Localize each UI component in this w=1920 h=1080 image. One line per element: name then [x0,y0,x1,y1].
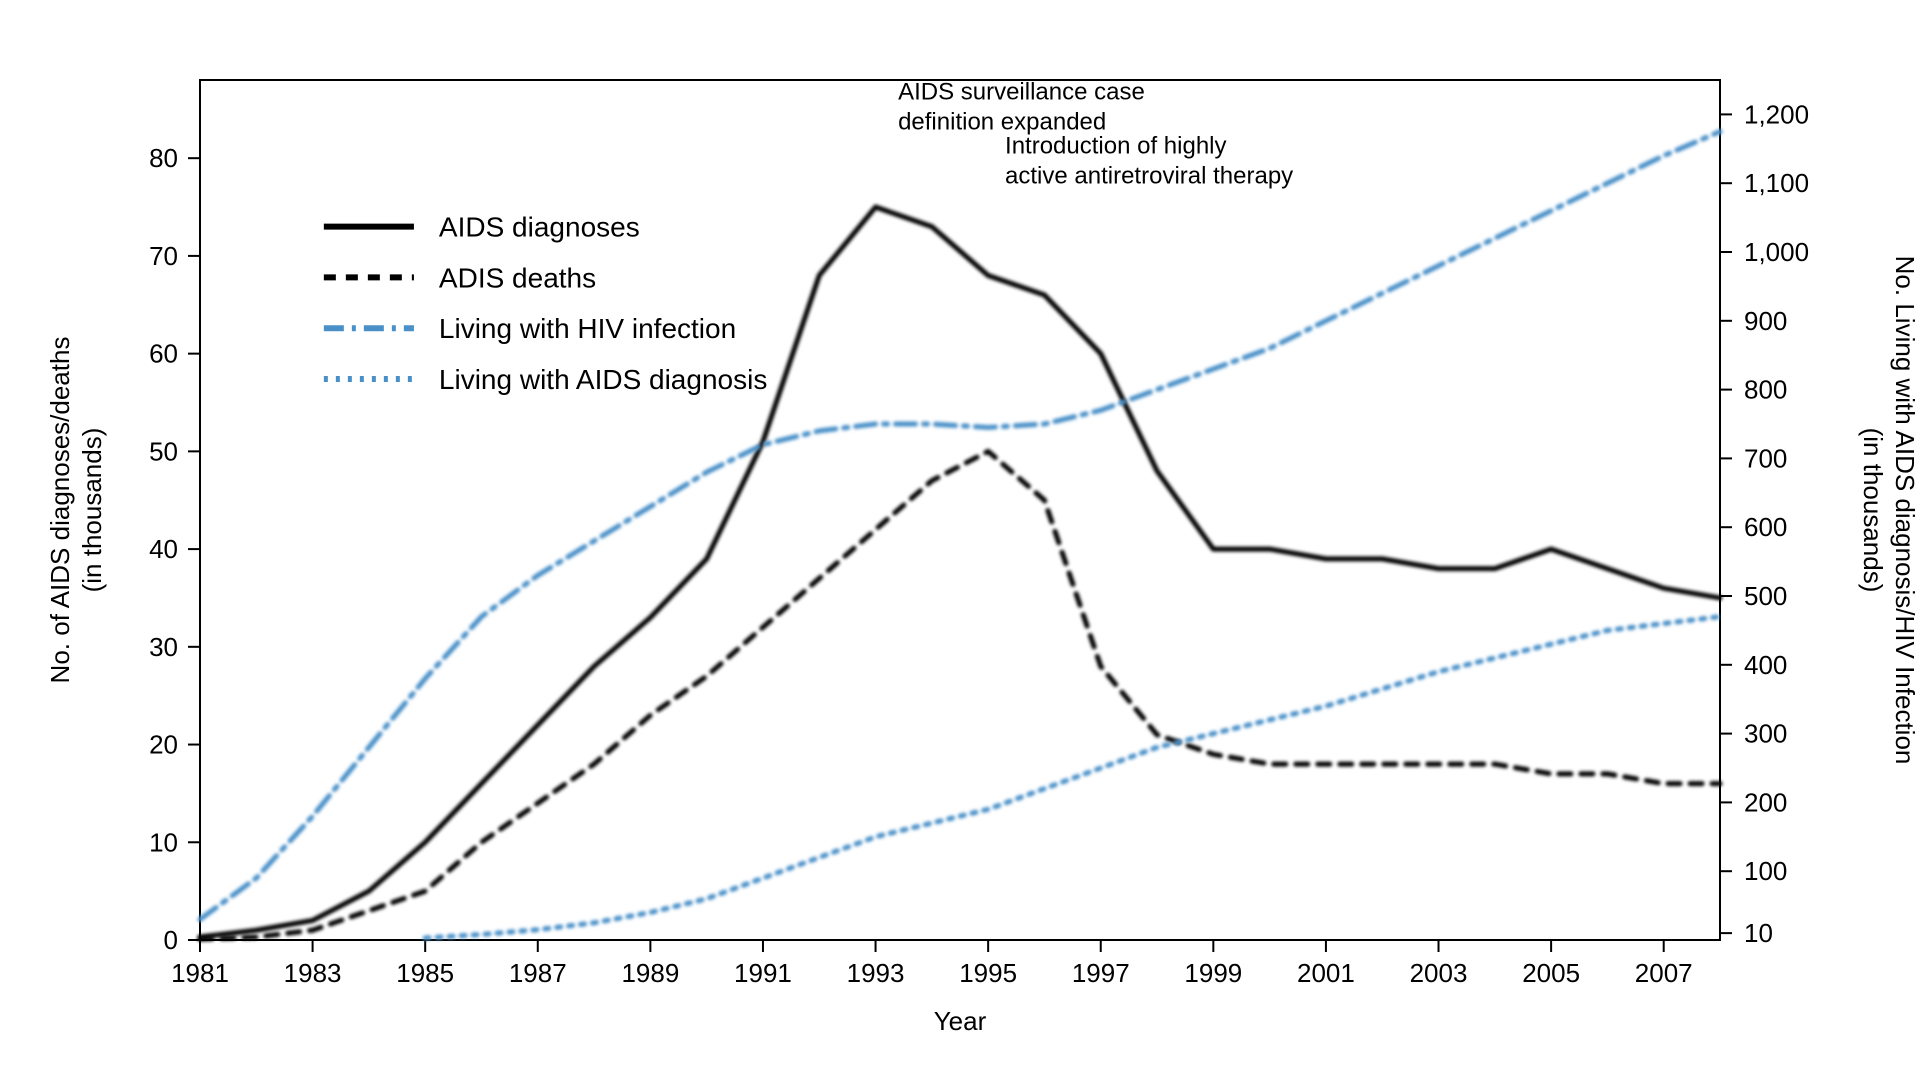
x-tick-label: 1987 [509,958,567,988]
y-right-tick-label: 600 [1744,512,1787,542]
svg-text:(in thousands): (in thousands) [1858,428,1888,593]
x-tick-label: 1989 [621,958,679,988]
y-right-tick-label: 400 [1744,650,1787,680]
legend-label: AIDS diagnoses [439,212,640,243]
x-axis-label: Year [934,1006,987,1036]
chart-container: 1981 1983 1985 1987 1989 1991 1993 1995 1997 1999… [0,0,1920,1080]
x-tick-label: 1981 [171,958,229,988]
x-tick-label: 2005 [1522,958,1580,988]
y-left-tick-label: 30 [149,632,178,662]
y-left-tick-label: 10 [149,827,178,857]
svg-text:(in thousands): (in thousands) [77,428,107,593]
aids-epidemic-chart: 1981 1983 1985 1987 1989 1991 1993 1995 1997 1999… [0,0,1920,1080]
y-left-tick-label: 20 [149,730,178,760]
svg-text:No. Living with AIDS diagnosis: No. Living with AIDS diagnosis/HIV Infec… [1890,256,1920,765]
legend-label: ADIS deaths [439,262,596,293]
y-right-tick-label: 300 [1744,719,1787,749]
annotation-text: AIDS surveillance case [898,79,1145,106]
x-tick-label: 1997 [1072,958,1130,988]
svg-text:No. of AIDS diagnoses/deaths: No. of AIDS diagnoses/deaths [45,337,75,684]
y-right-tick-label: 1,000 [1744,237,1809,267]
x-tick-label: 2003 [1410,958,1468,988]
y-left-tick-label: 40 [149,534,178,564]
x-tick-label: 1999 [1184,958,1242,988]
y-left-tick-label: 60 [149,339,178,369]
annotation-text: active antiretroviral therapy [1005,162,1293,189]
y-right-tick-label: 700 [1744,443,1787,473]
x-tick-label: 2007 [1635,958,1693,988]
x-tick-label: 1993 [847,958,905,988]
x-tick-label: 1995 [959,958,1017,988]
y-right-tick-label: 10 [1744,918,1773,948]
y-right-tick-label: 900 [1744,306,1787,336]
y-right-tick-label: 200 [1744,787,1787,817]
legend-label: Living with AIDS diagnosis [439,364,767,395]
y-right-tick-label: 1,200 [1744,99,1809,129]
series-aids_deaths [200,451,1720,939]
y-right-axis-label: No. Living with AIDS diagnosis/HIV Infec… [1858,256,1920,765]
annotation-text: Introduction of highly [1005,132,1226,159]
plot-border [200,80,1720,940]
series-living_aids [425,617,1720,938]
y-right-tick-label: 500 [1744,581,1787,611]
y-left-tick-label: 50 [149,436,178,466]
legend-label: Living with HIV infection [439,313,736,344]
y-left-tick-label: 0 [164,925,178,955]
x-tick-label: 2001 [1297,958,1355,988]
y-left-tick-label: 80 [149,143,178,173]
y-right-tick-label: 100 [1744,856,1787,886]
y-left-axis-label: No. of AIDS diagnoses/deaths(in thousand… [45,337,107,684]
series-aids_diagnoses [200,207,1720,937]
y-right-tick-label: 800 [1744,375,1787,405]
y-right-tick-label: 1,100 [1744,168,1809,198]
x-tick-label: 1985 [396,958,454,988]
x-tick-label: 1983 [284,958,342,988]
y-left-tick-label: 70 [149,241,178,271]
x-tick-label: 1991 [734,958,792,988]
